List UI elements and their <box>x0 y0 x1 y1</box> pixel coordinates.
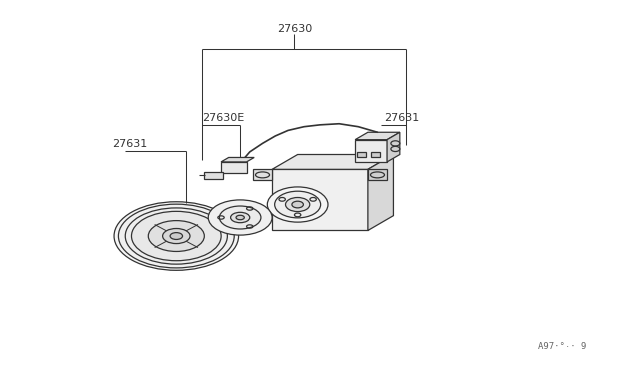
Ellipse shape <box>118 204 234 268</box>
Polygon shape <box>368 169 387 180</box>
Ellipse shape <box>148 221 204 251</box>
Polygon shape <box>355 132 400 140</box>
Polygon shape <box>355 140 387 162</box>
Ellipse shape <box>220 206 261 229</box>
Ellipse shape <box>114 202 239 270</box>
Polygon shape <box>357 152 366 157</box>
Polygon shape <box>371 152 380 157</box>
Polygon shape <box>253 169 272 180</box>
Polygon shape <box>368 154 394 231</box>
Text: 27631: 27631 <box>113 139 148 149</box>
Text: A97·°٠· 9: A97·°٠· 9 <box>538 342 587 351</box>
Text: 27630E: 27630E <box>202 113 244 123</box>
Ellipse shape <box>208 200 272 235</box>
Ellipse shape <box>275 191 321 218</box>
Ellipse shape <box>163 228 190 244</box>
Ellipse shape <box>236 215 244 220</box>
Polygon shape <box>272 169 368 231</box>
Polygon shape <box>387 132 400 162</box>
Text: 27631: 27631 <box>384 113 419 123</box>
Text: 27630: 27630 <box>277 24 312 34</box>
Ellipse shape <box>268 187 328 222</box>
Polygon shape <box>221 162 246 173</box>
Ellipse shape <box>125 208 227 264</box>
Ellipse shape <box>285 198 310 212</box>
Ellipse shape <box>292 201 303 208</box>
Ellipse shape <box>230 212 250 223</box>
Ellipse shape <box>170 232 182 240</box>
Polygon shape <box>204 172 223 179</box>
Ellipse shape <box>131 211 221 261</box>
Polygon shape <box>221 157 254 162</box>
Polygon shape <box>272 154 394 169</box>
